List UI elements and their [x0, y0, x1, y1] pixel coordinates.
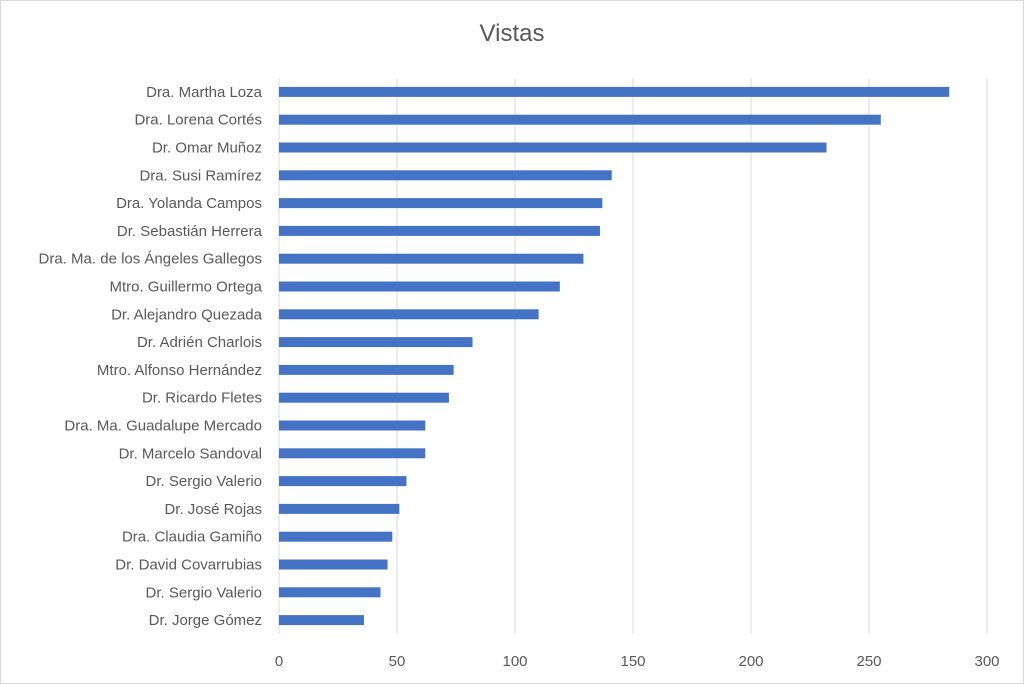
category-label: Mtro. Guillermo Ortega: [109, 279, 262, 296]
category-label: Dr. Ricardo Fletes: [142, 390, 262, 407]
bar: [279, 364, 454, 375]
category-label: Mtro. Alfonso Hernández: [97, 362, 262, 379]
category-label: Dr. José Rojas: [164, 501, 262, 518]
category-label: Dr. Sergio Valerio: [146, 584, 262, 601]
bar: [279, 253, 584, 264]
bar: [279, 337, 473, 348]
bar: [279, 281, 560, 292]
x-tick-label: 150: [620, 653, 645, 670]
bar: [279, 142, 827, 153]
bar: [279, 420, 426, 431]
bar: [279, 114, 881, 125]
category-label: Dr. Adrién Charlois: [137, 334, 262, 351]
bar: [279, 615, 364, 626]
x-tick-label: 0: [275, 653, 283, 670]
category-label: Dra. Susi Ramírez: [139, 167, 262, 184]
bar: [279, 309, 539, 320]
category-label: Dra. Martha Loza: [146, 84, 263, 101]
x-tick-label: 200: [738, 653, 763, 670]
bar: [279, 476, 407, 487]
bar: [279, 448, 426, 459]
category-label: Dr. Omar Muñoz: [152, 140, 262, 157]
bar: [279, 559, 388, 570]
category-label: Dr. Sebastián Herrera: [117, 223, 263, 240]
bar: [279, 198, 603, 209]
category-label: Dra. Ma. de los Ángeles Gallegos: [39, 251, 262, 268]
category-label: Dra. Lorena Cortés: [134, 112, 262, 129]
category-label: Dra. Yolanda Campos: [116, 195, 262, 212]
category-label: Dra. Claudia Gamiño: [122, 529, 262, 546]
bar: [279, 86, 950, 97]
bar: [279, 531, 393, 542]
x-tick-label: 100: [502, 653, 527, 670]
bar: [279, 225, 600, 236]
x-tick-label: 300: [974, 653, 999, 670]
bar: [279, 587, 381, 598]
category-label: Dr. Alejandro Quezada: [111, 306, 263, 323]
category-label: Dr. Marcelo Sandoval: [119, 445, 262, 462]
bar: [279, 170, 612, 181]
chart-title: Vistas: [479, 20, 545, 47]
category-label: Dr. Jorge Gómez: [149, 612, 262, 629]
category-label: Dr. Sergio Valerio: [146, 473, 262, 490]
bar: [279, 503, 400, 514]
bar: [279, 392, 449, 403]
x-tick-label: 50: [389, 653, 406, 670]
category-label: Dr. David Covarrubias: [115, 557, 262, 574]
category-label: Dra. Ma. Guadalupe Mercado: [64, 418, 262, 435]
x-tick-label: 250: [856, 653, 881, 670]
